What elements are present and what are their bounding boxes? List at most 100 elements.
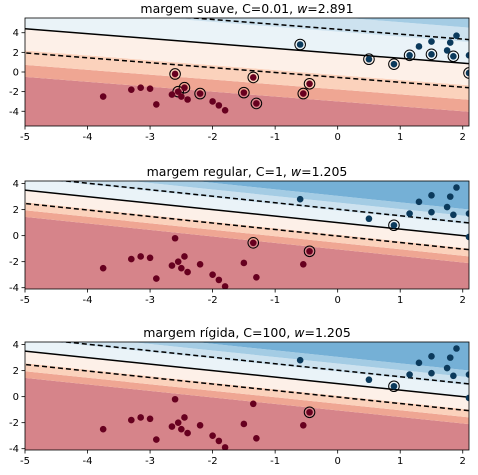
band-positive-1: [163, 18, 469, 43]
point-class-negative: [168, 423, 176, 430]
x-tick-label: -5: [20, 295, 30, 306]
band-negative-far: [25, 76, 469, 126]
band-negative-far: [25, 216, 469, 289]
y-tick-label: -4: [9, 283, 19, 294]
point-class-positive: [465, 371, 469, 378]
support-vector-ring: [447, 50, 460, 63]
point-class-negative: [99, 425, 107, 433]
band-positive-0: [25, 181, 469, 237]
point-class-positive: [365, 376, 373, 384]
point-class-negative: [240, 259, 248, 267]
point-class-negative: [181, 414, 188, 421]
point-class-negative: [221, 444, 229, 450]
x-tick-label: 2: [460, 456, 466, 467]
x-tick-label: -5: [20, 132, 30, 143]
point-class-negative: [299, 260, 307, 268]
band-negative-1: [25, 363, 469, 418]
point-class-negative: [196, 260, 204, 268]
point-class-negative: [299, 90, 307, 97]
x-tick-label: 2: [460, 132, 466, 143]
point-class-negative: [306, 408, 313, 416]
point-class-negative: [221, 283, 229, 289]
x-tick-label: 0: [334, 456, 340, 467]
subplot-title: margem rígida, C=100, w=1.205: [143, 325, 351, 340]
point-class-positive: [390, 382, 398, 390]
point-class-positive: [428, 192, 435, 199]
point-class-positive: [296, 195, 304, 203]
point-class-negative: [209, 432, 216, 439]
point-class-negative: [146, 85, 154, 92]
point-class-negative: [306, 80, 313, 88]
point-class-negative: [253, 434, 260, 442]
point-class-negative: [215, 437, 223, 445]
point-class-negative: [168, 262, 176, 269]
point-class-positive: [296, 356, 304, 364]
point-class-positive: [453, 345, 460, 352]
point-class-positive: [450, 372, 457, 380]
support-vector-ring: [388, 380, 400, 393]
support-vector-ring: [238, 86, 250, 99]
band-negative-1: [25, 50, 469, 100]
band-positive-0: [25, 342, 469, 398]
decision-boundary: [25, 28, 469, 65]
point-class-negative: [178, 425, 185, 433]
x-tick-label: -4: [83, 295, 93, 306]
point-class-positive: [428, 208, 435, 216]
point-class-negative: [240, 420, 248, 428]
x-tick-label: -4: [83, 132, 93, 143]
point-class-negative: [209, 98, 216, 105]
x-tick-label: -1: [270, 456, 280, 467]
decision-boundary: [25, 350, 469, 399]
point-class-positive: [465, 210, 469, 217]
x-tick-label: 0: [334, 295, 340, 306]
x-tick-label: -2: [208, 132, 218, 143]
support-vector-ring: [388, 58, 400, 70]
point-class-negative: [137, 414, 144, 421]
point-class-positive: [465, 69, 469, 77]
point-class-negative: [153, 275, 160, 282]
band-negative-2: [25, 371, 469, 425]
point-class-negative: [128, 86, 135, 93]
axes-frame: [24, 341, 470, 451]
y-tick-label: -2: [9, 87, 19, 98]
point-class-negative: [215, 276, 223, 284]
point-class-negative: [184, 96, 191, 103]
x-tick-label: 2: [460, 295, 466, 306]
point-class-negative: [99, 93, 107, 100]
point-class-positive: [453, 184, 460, 191]
title-part: w: [294, 325, 305, 340]
support-vector-ring: [303, 245, 316, 258]
y-tick-label: 0: [13, 392, 19, 403]
point-class-negative: [249, 74, 257, 81]
x-tick-label: -3: [145, 295, 155, 306]
title-part: margem regular, C=1,: [147, 164, 291, 179]
band-positive-2: [347, 18, 469, 28]
band-negative-1: [25, 202, 469, 257]
point-class-negative: [171, 234, 179, 242]
x-tick-label: -4: [83, 456, 93, 467]
point-class-negative: [196, 90, 204, 97]
point-class-positive: [428, 369, 435, 377]
y-tick-label: -2: [9, 418, 19, 429]
point-class-negative: [137, 253, 144, 260]
point-class-negative: [196, 421, 204, 429]
margin-lower: [25, 52, 469, 89]
subplot-title: margem suave, C=0.01, w=2.891: [140, 1, 353, 16]
support-vector-ring: [463, 67, 469, 79]
point-class-positive: [406, 52, 413, 59]
support-vector-ring: [303, 406, 316, 419]
y-tick-label: 4: [13, 340, 19, 351]
point-class-positive: [365, 215, 373, 223]
band-negative-0: [25, 190, 469, 249]
point-class-negative: [249, 400, 257, 408]
band-negative-far: [25, 377, 469, 450]
point-class-positive: [465, 394, 469, 402]
point-class-positive: [450, 52, 457, 60]
point-class-positive: [446, 354, 454, 361]
x-tick-label: -2: [208, 295, 218, 306]
band-positive-1: [53, 181, 469, 225]
point-class-positive: [443, 364, 451, 372]
